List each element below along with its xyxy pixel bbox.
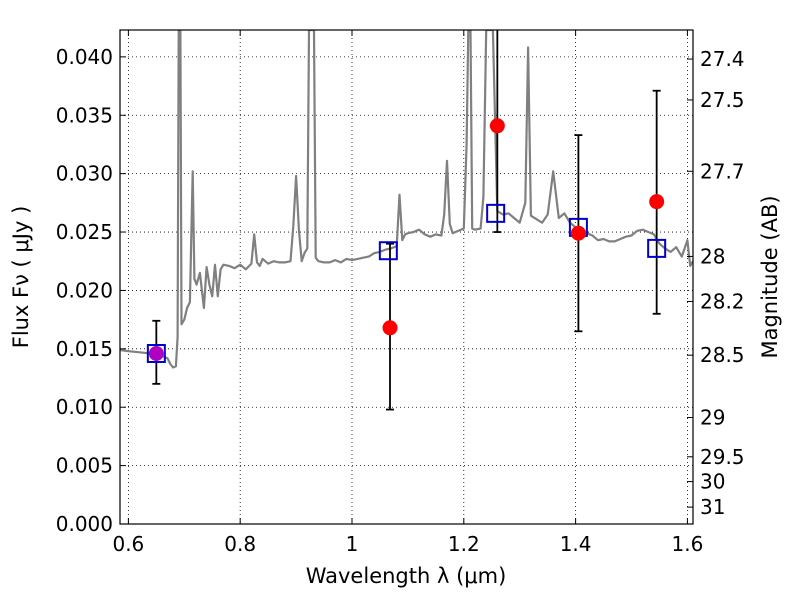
right-tick-label: 27.7 <box>700 159 745 183</box>
model-photometry-square <box>647 238 667 258</box>
x-tick-label: 0.6 <box>112 532 144 556</box>
plot-border <box>119 29 694 525</box>
model-photometry-square <box>378 241 398 261</box>
x-axis-label: Wavelength λ (μm) <box>306 564 507 588</box>
x-tick-label: 0.8 <box>224 532 256 556</box>
x-tick-label: 1.4 <box>560 532 592 556</box>
right-tick-label: 29 <box>700 405 725 429</box>
y-axis-label-right: Magnitude (AB) <box>758 195 782 358</box>
right-tick-label: 30 <box>700 470 725 494</box>
right-tick-label: 31 <box>700 495 725 519</box>
y-tick-label: 0.025 <box>56 220 113 244</box>
y-axis-label-left: Flux Fν ( μJy ) <box>9 206 33 349</box>
y-tick-label: 0.010 <box>56 395 113 419</box>
y-tick-label: 0.015 <box>56 337 113 361</box>
observed-data-point <box>570 225 586 241</box>
right-tick-label: 27.5 <box>700 88 745 112</box>
y-tick-label: 0.005 <box>56 454 113 478</box>
model-photometry-square <box>486 203 506 223</box>
data-points-layer <box>148 118 665 361</box>
x-tick-label: 1.6 <box>672 532 704 556</box>
observed-data-point <box>649 194 665 210</box>
observed-data-point <box>489 118 505 134</box>
spectrum-clip-group <box>120 30 693 369</box>
observed-data-point <box>382 320 398 336</box>
plot-frame <box>119 29 694 525</box>
y-tick-label: 0.040 <box>56 45 113 69</box>
model-spectrum-layer <box>120 30 693 369</box>
model-photometry-square <box>146 343 166 363</box>
right-tick-label: 27.4 <box>700 47 745 71</box>
right-tick-label: 28.2 <box>700 289 745 313</box>
x-tick-label: 1 <box>346 532 359 556</box>
right-tick-label: 29.5 <box>700 445 745 469</box>
y-tick-label: 0.000 <box>56 512 113 536</box>
model-spectrum-line <box>120 30 693 369</box>
right-tick-label: 28 <box>700 244 725 268</box>
y-tick-label: 0.030 <box>56 162 113 186</box>
right-tick-label: 28.5 <box>700 343 745 367</box>
y-tick-label: 0.035 <box>56 103 113 127</box>
model-squares-layer <box>146 203 667 363</box>
y-tick-label: 0.020 <box>56 278 113 302</box>
observed-data-point <box>148 345 164 361</box>
x-tick-label: 1.2 <box>448 532 480 556</box>
axis-ticks: 0.6 0.8 1 1.2 1.4 1.6 0.000 0.005 0.010 0.015 0.02… <box>56 30 745 556</box>
